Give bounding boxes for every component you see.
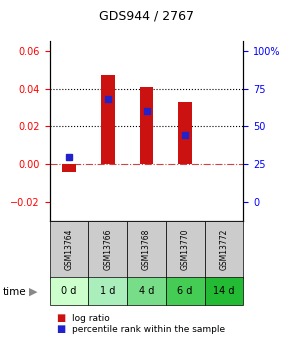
- Bar: [140, 87, 153, 164]
- Text: ■: ■: [56, 325, 65, 334]
- Text: 4 d: 4 d: [139, 286, 154, 296]
- Bar: [127, 277, 166, 305]
- Text: time: time: [3, 287, 27, 296]
- Text: 14 d: 14 d: [213, 286, 235, 296]
- Text: GSM13766: GSM13766: [103, 228, 112, 270]
- Bar: [50, 277, 88, 305]
- Text: ■: ■: [56, 313, 65, 323]
- Text: GSM13772: GSM13772: [219, 229, 228, 270]
- Bar: [127, 221, 166, 278]
- Bar: [178, 102, 192, 164]
- Bar: [62, 164, 76, 172]
- Bar: [205, 221, 243, 278]
- Text: log ratio: log ratio: [72, 314, 110, 323]
- Text: GDS944 / 2767: GDS944 / 2767: [99, 9, 194, 22]
- Text: 6 d: 6 d: [178, 286, 193, 296]
- Bar: [88, 221, 127, 278]
- Bar: [166, 221, 205, 278]
- Bar: [205, 277, 243, 305]
- Bar: [101, 76, 115, 164]
- Bar: [166, 277, 205, 305]
- Text: GSM13770: GSM13770: [181, 228, 190, 270]
- Text: ▶: ▶: [29, 287, 38, 296]
- Bar: [50, 221, 88, 278]
- Text: percentile rank within the sample: percentile rank within the sample: [72, 325, 225, 334]
- Text: 1 d: 1 d: [100, 286, 115, 296]
- Bar: [88, 277, 127, 305]
- Text: GSM13764: GSM13764: [65, 228, 74, 270]
- Text: 0 d: 0 d: [62, 286, 77, 296]
- Text: GSM13768: GSM13768: [142, 229, 151, 270]
